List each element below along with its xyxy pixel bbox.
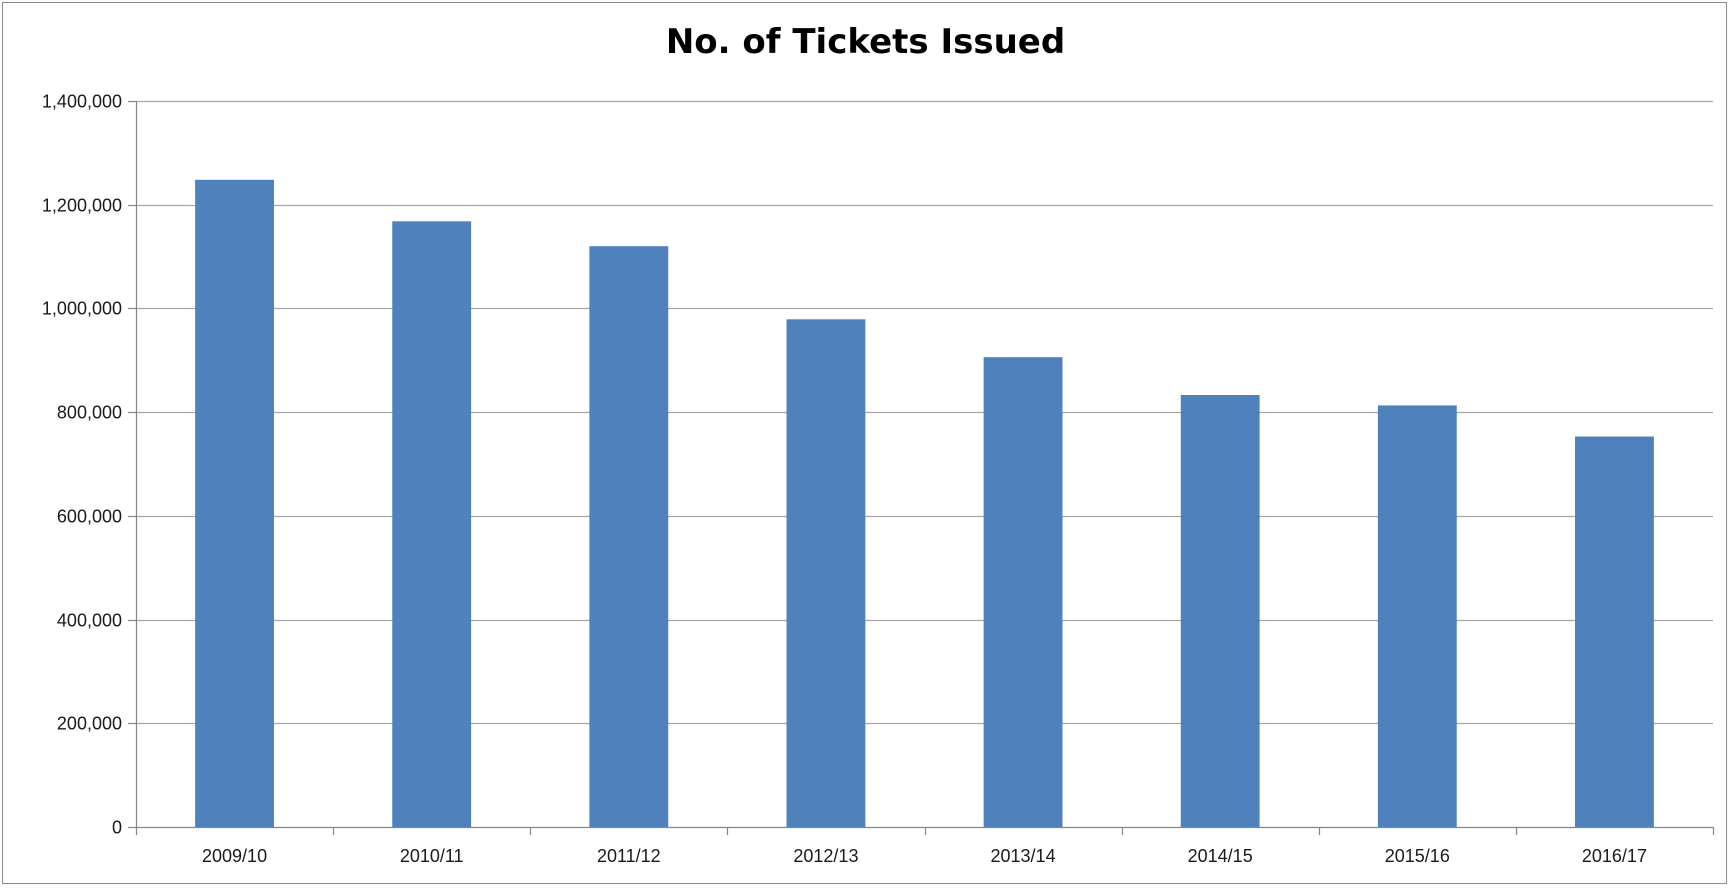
y-tick-label: 1,000,000: [42, 299, 122, 319]
x-tick-label: 2015/16: [1385, 846, 1450, 866]
x-tick-label: 2014/15: [1188, 846, 1253, 866]
x-tick-label: 2010/11: [400, 846, 464, 866]
y-tick-labels: 0 200,000 400,000 600,000 800,000 1,000,000 1,…: [42, 92, 122, 838]
bar-2013-14: [983, 357, 1063, 827]
bar-2009-10: [195, 179, 274, 827]
bar-2010-11: [392, 221, 472, 827]
bar-2012-13: [786, 319, 866, 827]
y-tick-label: 800,000: [57, 403, 122, 423]
x-tick-label: 2009/10: [202, 846, 267, 866]
y-tick-label: 0: [112, 818, 122, 838]
y-tick-label: 1,200,000: [42, 196, 122, 216]
bar-2016-17: [1575, 436, 1654, 827]
axes: [128, 100, 1715, 835]
y-tick-label: 200,000: [57, 714, 122, 734]
gridlines: [136, 100, 1713, 725]
bar-2014-15: [1180, 395, 1260, 827]
bar-2015-16: [1377, 405, 1457, 827]
x-tick-label: 2016/17: [1582, 846, 1647, 866]
y-tick-label: 1,400,000: [42, 92, 122, 112]
chart-title: No. of Tickets Issued: [665, 22, 1066, 62]
bar-2011-12: [589, 246, 669, 827]
y-tick-label: 400,000: [57, 611, 122, 631]
x-tick-labels: 2009/10 2010/11 2011/12 2012/13 2013/14 2014/…: [202, 846, 1647, 866]
x-tick-label: 2012/13: [793, 846, 858, 866]
x-tick-label: 2013/14: [991, 846, 1056, 866]
x-tick-label: 2011/12: [597, 846, 661, 866]
bars: [195, 179, 1654, 827]
y-tick-label: 600,000: [57, 507, 122, 527]
